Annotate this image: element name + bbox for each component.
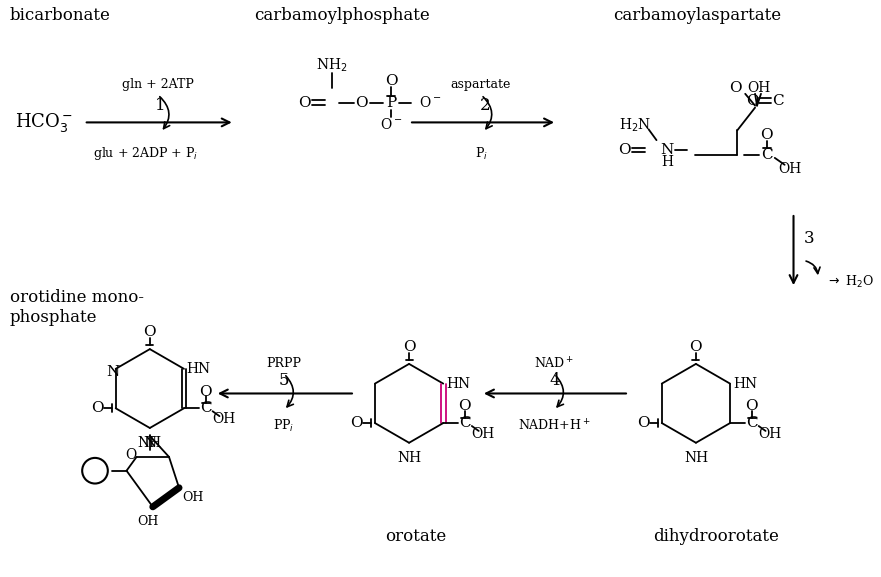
Text: 2: 2 xyxy=(479,97,491,114)
Text: P: P xyxy=(386,96,396,110)
Text: 4: 4 xyxy=(550,372,560,389)
Text: orotate: orotate xyxy=(385,528,447,545)
Text: gln + 2ATP: gln + 2ATP xyxy=(122,78,194,91)
Text: HCO$_3^-$: HCO$_3^-$ xyxy=(15,111,73,134)
Text: O: O xyxy=(760,128,774,142)
Text: NAD$^+$: NAD$^+$ xyxy=(534,356,574,372)
Text: N: N xyxy=(144,436,157,449)
Text: NH: NH xyxy=(397,451,421,464)
Circle shape xyxy=(82,458,107,484)
Text: O: O xyxy=(299,96,311,110)
Text: H: H xyxy=(662,155,673,169)
Text: 5: 5 xyxy=(278,372,289,389)
Text: OH: OH xyxy=(182,491,204,504)
Text: HN: HN xyxy=(446,377,470,391)
Text: O: O xyxy=(385,74,397,88)
Text: carbamoylphosphate: carbamoylphosphate xyxy=(255,8,430,24)
Text: OH: OH xyxy=(778,162,801,176)
Text: OH: OH xyxy=(211,412,235,426)
Text: O: O xyxy=(91,401,103,415)
Text: NADH+H$^+$: NADH+H$^+$ xyxy=(518,418,590,434)
Text: C: C xyxy=(746,416,758,430)
Text: P: P xyxy=(91,464,100,477)
Text: O: O xyxy=(637,416,649,430)
Text: OH: OH xyxy=(758,427,781,441)
Text: O: O xyxy=(144,325,156,339)
Text: O$^-$: O$^-$ xyxy=(380,117,403,132)
Text: O: O xyxy=(125,448,137,462)
Text: NH$_2$: NH$_2$ xyxy=(316,57,348,74)
Text: NH: NH xyxy=(684,451,708,464)
Text: N: N xyxy=(661,143,674,157)
Text: HN: HN xyxy=(733,377,757,391)
Text: C: C xyxy=(459,416,470,430)
Text: bicarbonate: bicarbonate xyxy=(10,8,111,24)
Text: O: O xyxy=(199,384,212,399)
Text: O: O xyxy=(745,399,758,413)
Text: C: C xyxy=(761,148,773,162)
Text: PRPP: PRPP xyxy=(266,357,301,370)
Text: O: O xyxy=(746,93,759,108)
Text: glu + 2ADP + P$_i$: glu + 2ADP + P$_i$ xyxy=(93,145,198,163)
Text: O: O xyxy=(350,416,362,430)
Text: HN: HN xyxy=(187,362,211,376)
Text: carbamoylaspartate: carbamoylaspartate xyxy=(613,8,781,24)
Text: OH: OH xyxy=(137,515,159,528)
Text: P$_i$: P$_i$ xyxy=(475,146,487,162)
Text: $\rightarrow$ H$_2$O: $\rightarrow$ H$_2$O xyxy=(826,274,874,290)
Text: C: C xyxy=(200,401,211,415)
Text: PP$_i$: PP$_i$ xyxy=(273,418,294,434)
Text: 1: 1 xyxy=(155,97,166,114)
Text: OH: OH xyxy=(471,427,494,441)
Text: OH: OH xyxy=(747,81,771,95)
Text: O: O xyxy=(690,340,702,354)
Text: H$_2$N: H$_2$N xyxy=(618,117,651,134)
Text: dihydroorotate: dihydroorotate xyxy=(653,528,779,545)
Text: O: O xyxy=(729,81,742,95)
Text: aspartate: aspartate xyxy=(451,78,511,91)
Text: O: O xyxy=(459,399,471,413)
Text: orotidine mono-
phosphate: orotidine mono- phosphate xyxy=(10,290,144,326)
Text: N: N xyxy=(106,365,119,379)
Text: NH: NH xyxy=(137,436,162,449)
Text: O: O xyxy=(618,143,630,157)
Text: O: O xyxy=(355,96,368,110)
Text: O: O xyxy=(403,340,415,354)
Text: C: C xyxy=(772,93,783,108)
Text: O$^-$: O$^-$ xyxy=(419,95,441,110)
Text: 3: 3 xyxy=(803,230,814,247)
